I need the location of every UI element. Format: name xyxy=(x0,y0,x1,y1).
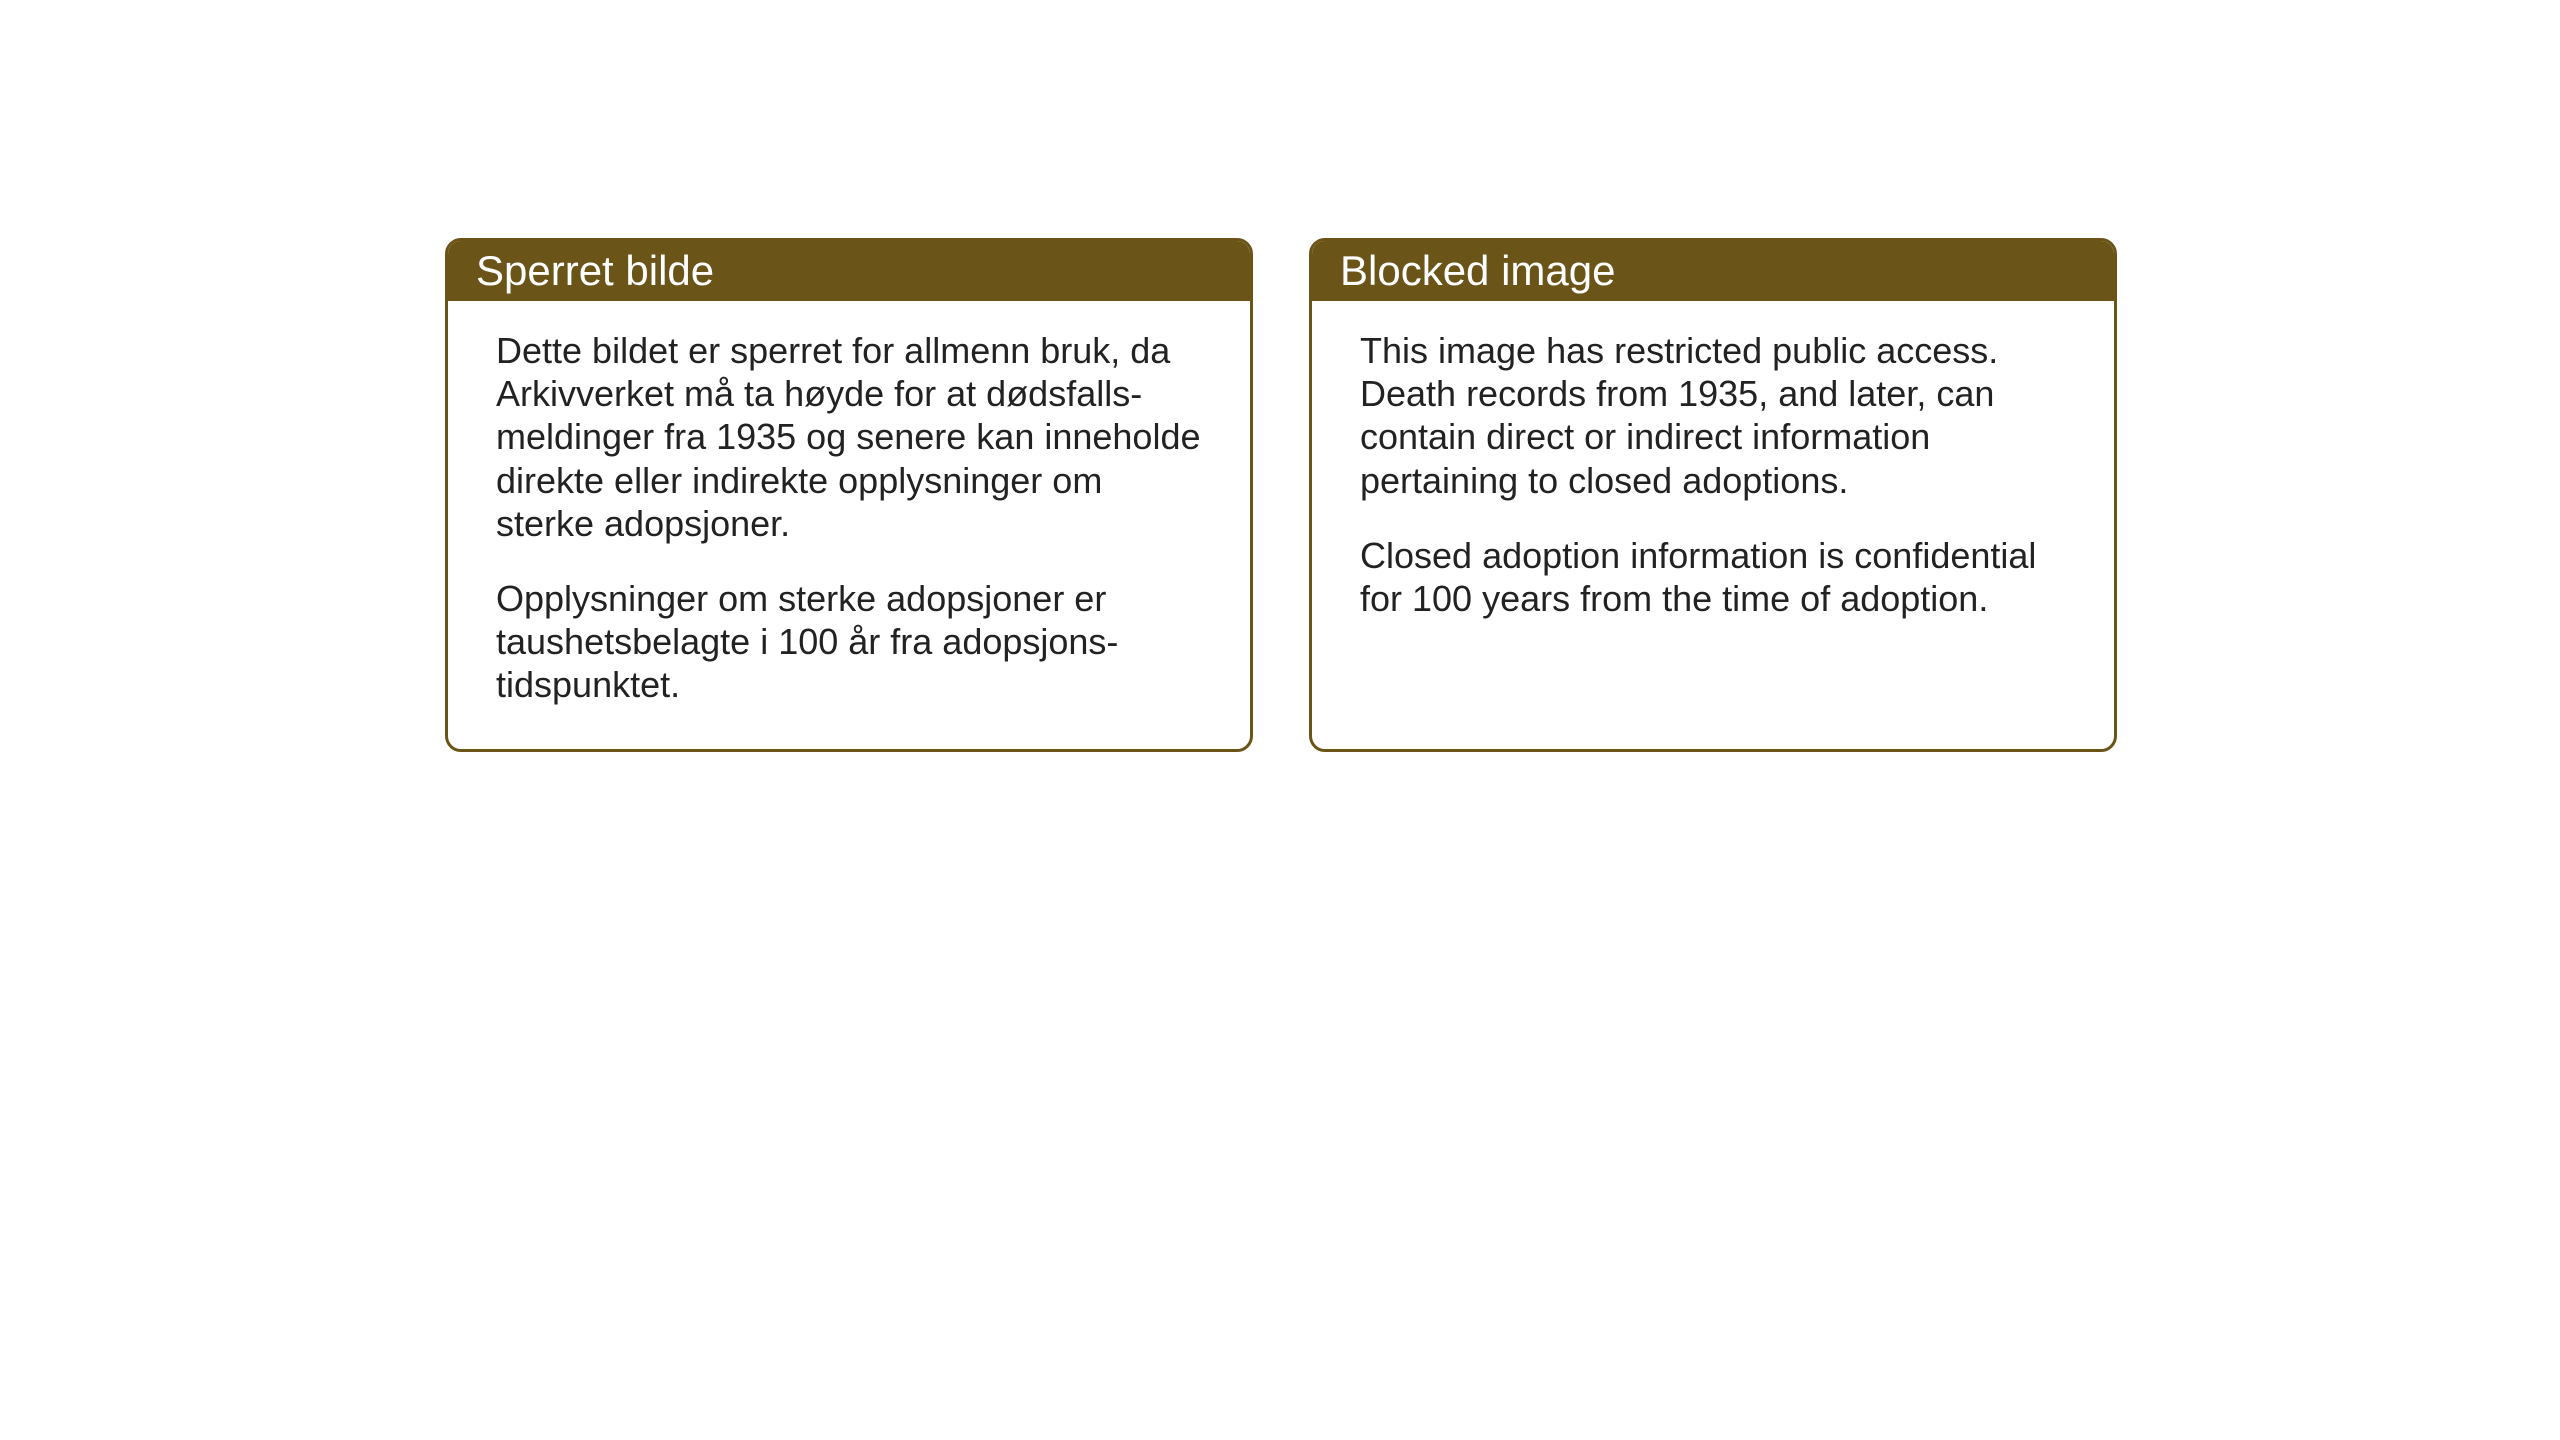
notice-paragraph-2-norwegian: Opplysninger om sterke adopsjoner er tau… xyxy=(496,577,1202,707)
notice-body-english: This image has restricted public access.… xyxy=(1312,301,2114,691)
notice-header-english: Blocked image xyxy=(1312,241,2114,301)
notice-body-norwegian: Dette bildet er sperret for allmenn bruk… xyxy=(448,301,1250,749)
notice-box-norwegian: Sperret bilde Dette bildet er sperret fo… xyxy=(445,238,1253,752)
notice-paragraph-2-english: Closed adoption information is confident… xyxy=(1360,534,2066,620)
notice-paragraph-1-norwegian: Dette bildet er sperret for allmenn bruk… xyxy=(496,329,1202,545)
notice-box-english: Blocked image This image has restricted … xyxy=(1309,238,2117,752)
notice-header-norwegian: Sperret bilde xyxy=(448,241,1250,301)
notice-paragraph-1-english: This image has restricted public access.… xyxy=(1360,329,2066,502)
notice-container: Sperret bilde Dette bildet er sperret fo… xyxy=(445,238,2117,752)
